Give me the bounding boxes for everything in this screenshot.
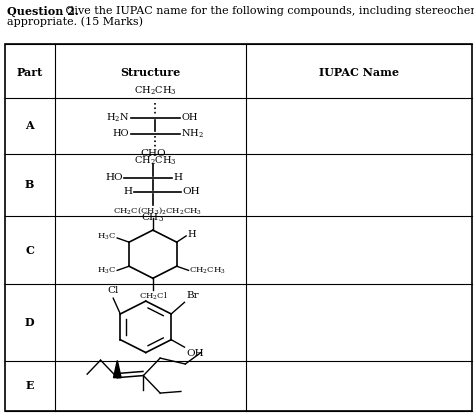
Text: OH: OH	[181, 113, 198, 122]
Text: $\mathregular{CH_3}$: $\mathregular{CH_3}$	[141, 211, 164, 224]
Text: HO: HO	[105, 173, 123, 182]
Text: H: H	[173, 173, 182, 182]
Text: $\mathregular{NH_2}$: $\mathregular{NH_2}$	[181, 127, 204, 140]
Text: IUPAC Name: IUPAC Name	[319, 67, 399, 78]
Text: E: E	[26, 381, 34, 391]
Text: Cl: Cl	[108, 286, 119, 295]
Text: CHO: CHO	[140, 149, 166, 158]
Text: OH: OH	[182, 187, 201, 196]
Text: HO: HO	[113, 129, 129, 138]
Text: $\mathregular{CH_2Cl}$: $\mathregular{CH_2Cl}$	[138, 291, 167, 302]
Text: $\mathregular{CH_2CH_3}$: $\mathregular{CH_2CH_3}$	[190, 266, 226, 276]
Text: H: H	[187, 230, 196, 239]
Text: Structure: Structure	[120, 67, 181, 78]
Text: $\mathregular{CH_2C(CH_3)_2CH_2CH_3}$: $\mathregular{CH_2C(CH_3)_2CH_2CH_3}$	[113, 206, 202, 217]
Text: OH: OH	[186, 349, 204, 358]
Text: $\mathregular{H_3C}$: $\mathregular{H_3C}$	[97, 266, 116, 276]
Text: Part: Part	[17, 67, 43, 78]
Text: Br: Br	[187, 291, 200, 300]
Text: B: B	[25, 179, 34, 190]
Polygon shape	[113, 361, 121, 378]
Text: $\mathregular{H_3C}$: $\mathregular{H_3C}$	[97, 232, 116, 242]
Text: appropriate. (15 Marks): appropriate. (15 Marks)	[7, 17, 143, 27]
Bar	[5, 44, 472, 411]
Text: H: H	[124, 187, 132, 196]
Text: Give the IUPAC name for the following compounds, including stereochemistry when: Give the IUPAC name for the following co…	[62, 6, 474, 16]
Text: $\mathregular{H_2N}$: $\mathregular{H_2N}$	[106, 111, 129, 124]
Text: $\mathregular{CH_2CH_3}$: $\mathregular{CH_2CH_3}$	[134, 154, 176, 167]
Text: $\mathregular{CH_2CH_3}$: $\mathregular{CH_2CH_3}$	[134, 84, 176, 97]
Text: Question 2.: Question 2.	[7, 6, 79, 17]
Text: D: D	[25, 317, 35, 328]
Text: C: C	[25, 244, 34, 256]
Text: A: A	[25, 120, 34, 131]
